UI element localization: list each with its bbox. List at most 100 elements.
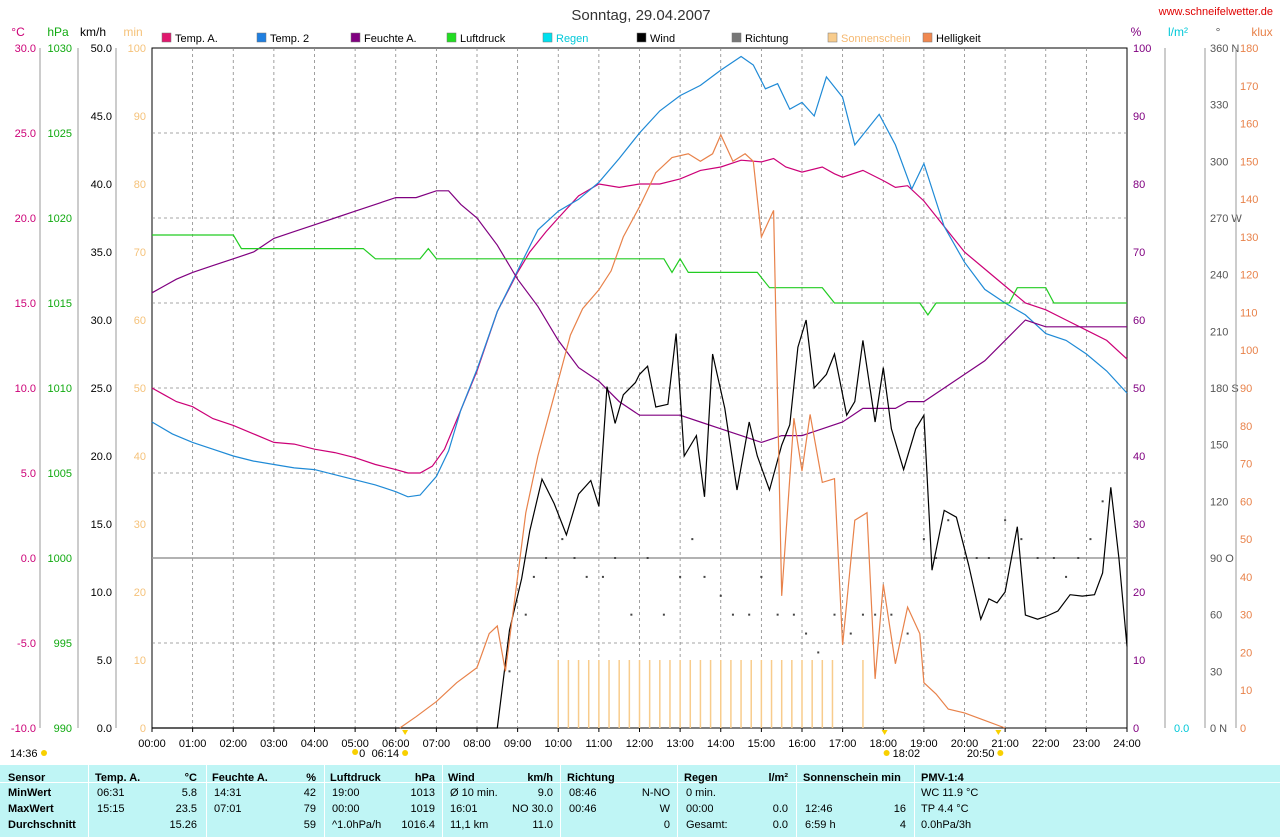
direction-dot: [748, 613, 751, 616]
stats-cell-left: WC 11.9 °C: [921, 787, 979, 799]
x-tick-label: 10:00: [544, 738, 572, 750]
legend-swatch-sonnenschein: [827, 32, 838, 43]
weather-chart: Sonntag, 29.04.2007 www.schneifelwetter.…: [10, 6, 1273, 760]
series-line-feuchte-a: [151, 190, 1127, 444]
tick-humidity: 10: [1133, 655, 1145, 667]
stats-column-divider: [914, 765, 915, 837]
stats-cell-right: 1016.4: [401, 819, 435, 831]
stats-header-label: PMV-1:4: [921, 772, 964, 784]
stats-cell-left: ^1.0hPa/h: [332, 819, 382, 831]
x-tick-label: 02:00: [219, 738, 247, 750]
tick-brightness: 80: [1240, 421, 1252, 433]
tick-humidity: 30: [1133, 519, 1145, 531]
direction-dot: [874, 613, 877, 616]
tick-wind: 45.0: [91, 111, 112, 123]
stats-column-divider: [442, 765, 443, 837]
legend-swatch-richtung: [731, 32, 742, 43]
stats-cell-right: 1019: [410, 803, 435, 815]
stats-cell-right: 0: [663, 819, 670, 831]
direction-dot: [922, 538, 925, 541]
legend-swatch-wind: [636, 32, 647, 43]
legend-swatch-temp_2: [256, 32, 267, 43]
tick-brightness: 0: [1240, 723, 1246, 735]
unit-sun: min: [123, 25, 142, 39]
tick-wind: 5.0: [97, 655, 112, 667]
stats-cell-left: 16:01: [450, 803, 478, 815]
direction-dot: [935, 557, 938, 559]
stats-row-label: MinWert: [8, 787, 52, 799]
sunset-icon: [997, 750, 1004, 756]
stats-column-divider: [88, 765, 89, 837]
x-tick-label: 23:00: [1073, 738, 1101, 750]
direction-dot: [1036, 557, 1039, 559]
direction-dot: [561, 538, 564, 541]
stats-cell-right: 15.26: [169, 819, 197, 831]
stats-header-label: Sensor: [8, 772, 46, 784]
stats-header-unit: %: [306, 772, 316, 784]
tick-sun: 60: [134, 315, 146, 327]
stats-cell-right: 0.0: [772, 803, 788, 815]
stats-column-divider: [206, 765, 207, 837]
stats-cell-left: 08:46: [569, 787, 597, 799]
tick-sun: 70: [134, 247, 146, 259]
stats-cell-left: 12:46: [805, 803, 833, 815]
tick-brightness: 40: [1240, 572, 1252, 584]
x-tick-label: 15:00: [748, 738, 776, 750]
sunshine-bars: [557, 660, 864, 728]
direction-dot: [524, 613, 527, 616]
sun-icon: [41, 750, 47, 756]
stats-cell-left: 00:00: [686, 803, 714, 815]
x-tick-label: 20:00: [951, 738, 979, 750]
tick-brightness: 70: [1240, 459, 1252, 471]
tick-brightness: 130: [1240, 232, 1258, 244]
legend-label-feuchte: Feuchte A.: [364, 33, 417, 45]
website-link[interactable]: www.schneifelwetter.de: [1158, 6, 1273, 18]
tick-sun: 90: [134, 111, 146, 123]
tick-rain: 0.0: [1174, 723, 1189, 735]
tick-temp: -10.0: [11, 723, 36, 735]
unit-pressure: hPa: [47, 25, 69, 39]
tick-humidity: 20: [1133, 587, 1145, 599]
tick-temp: 25.0: [15, 128, 36, 140]
tick-wind: 30.0: [91, 315, 112, 327]
tick-sun: 10: [134, 655, 146, 667]
tick-brightness: 160: [1240, 119, 1258, 131]
marker-zero: 0: [359, 748, 365, 760]
tick-humidity: 80: [1133, 179, 1145, 191]
tick-temp: 0.0: [21, 553, 36, 565]
direction-dot: [731, 613, 734, 616]
stats-header-label: Temp. A.: [95, 772, 141, 784]
tick-temp: 20.0: [15, 213, 36, 225]
tick-brightness: 20: [1240, 647, 1252, 659]
stats-cell-right: 23.5: [175, 803, 197, 815]
unit-rain: l/m²: [1168, 25, 1188, 39]
stats-column-divider: [560, 765, 561, 837]
tick-pressure: 1005: [48, 468, 72, 480]
legend-label-richtung: Richtung: [745, 33, 788, 45]
direction-dot: [1089, 538, 1092, 541]
direction-dot: [614, 557, 617, 559]
legend-label-helligkeit: Helligkeit: [936, 33, 981, 45]
stats-cell-left: 19:00: [332, 787, 360, 799]
tick-brightness: 170: [1240, 81, 1258, 93]
direction-dot: [1077, 557, 1080, 559]
tick-direction: 180 S: [1210, 383, 1239, 395]
series-line-luftdruck: [152, 234, 1127, 316]
sunset-time: 20:50: [967, 748, 995, 760]
x-tick-label: 24:00: [1113, 738, 1141, 750]
direction-dot: [760, 575, 763, 578]
tick-pressure: 995: [54, 638, 72, 650]
legend-swatch-helligkeit: [922, 32, 933, 43]
tick-temp: -5.0: [17, 638, 36, 650]
tick-humidity: 40: [1133, 451, 1145, 463]
stats-cell-left: Ø 10 min.: [450, 787, 498, 799]
direction-dot: [703, 575, 706, 578]
tick-brightness: 120: [1240, 270, 1258, 282]
stats-header-label: Sonnenschein min: [803, 772, 901, 784]
marker-icon: [352, 749, 359, 755]
legend-label-wind: Wind: [650, 33, 675, 45]
tick-pressure: 1030: [48, 43, 72, 55]
stats-cell-right: 79: [303, 803, 316, 815]
stats-header-label: Wind: [448, 772, 475, 784]
unit-direction: °: [1216, 25, 1221, 39]
